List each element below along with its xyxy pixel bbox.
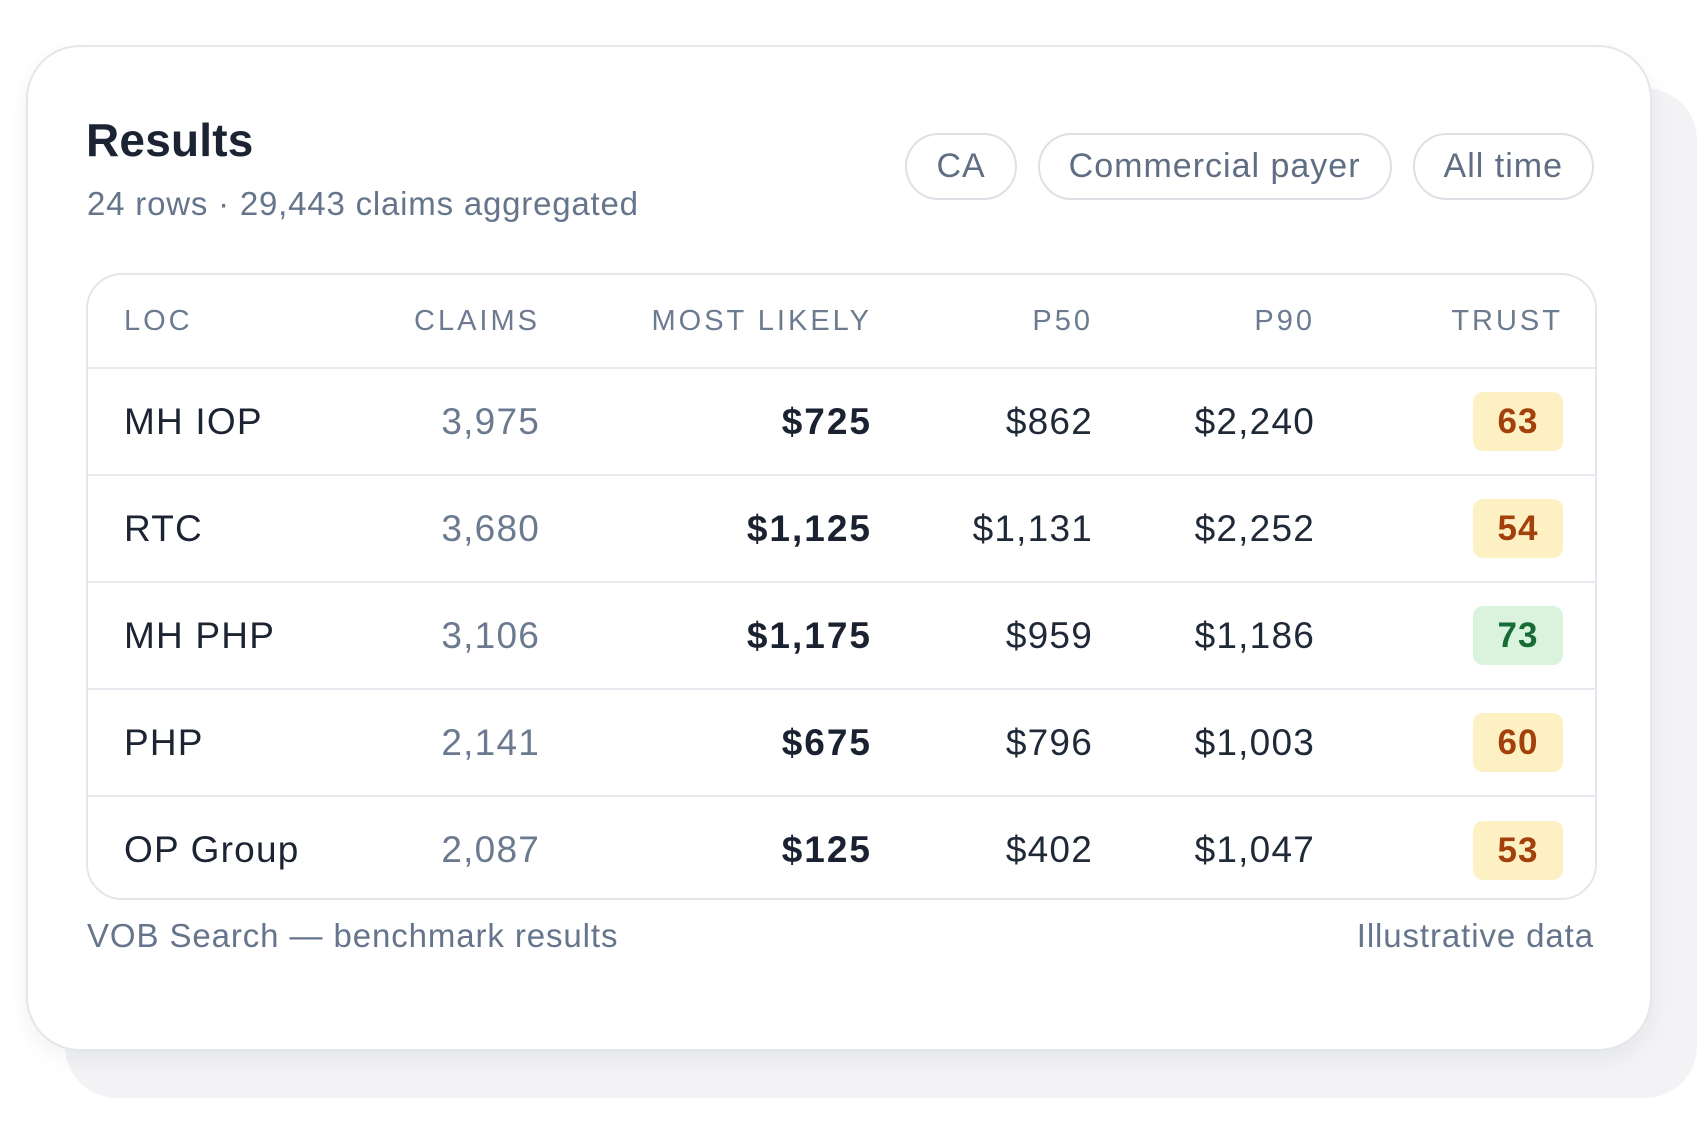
column-header-claims[interactable]: CLAIMS [388,275,577,369]
trust-score-badge: 73 [1473,606,1563,665]
results-title: Results [86,114,254,166]
results-card: Results 24 rows · 29,443 claims aggregat… [26,45,1652,1051]
row-claims: 3,106 [388,581,577,689]
row-p50: $402 [909,795,1130,898]
row-p50: $959 [909,581,1130,689]
filter-chip-payer[interactable]: Commercial payer [1037,133,1392,200]
row-claims: 3,975 [441,400,540,442]
table-row[interactable]: RTC 3,680 $1,125 $1,131 $2,252 54 [88,474,1595,582]
results-table-container: LOC CLAIMS MOST LIKELY P50 P90 TRUST MH … [86,273,1597,900]
column-header-p90[interactable]: P90 [1130,275,1352,369]
filter-chip-time-range[interactable]: All time [1412,133,1594,200]
row-p90: $1,003 [1130,688,1352,796]
trust-score-badge: 54 [1473,499,1563,558]
table-row[interactable]: MH IOP 3,975 $725 $862 $2,240 63 [88,368,1595,475]
trust-score-badge: 63 [1473,392,1563,451]
row-loc: MH PHP [88,581,388,689]
column-header-loc[interactable]: LOC [88,275,388,369]
row-most-likely: $675 [577,688,909,796]
row-p50: $862 [1005,400,1093,442]
row-most-likely: $1,175 [577,581,909,689]
filter-chips: CA Commercial payer All time [905,133,1594,200]
row-loc: OP Group [88,795,388,898]
column-header-p50[interactable]: P50 [909,275,1130,369]
row-trust: 73 [1352,581,1595,689]
trust-score-badge: 60 [1473,713,1563,772]
footer-note: Illustrative data [1356,917,1594,954]
column-header-trust[interactable]: TRUST [1352,275,1595,369]
row-p50: $796 [909,688,1130,796]
results-table: LOC CLAIMS MOST LIKELY P50 P90 TRUST MH … [88,275,1595,898]
row-trust: 54 [1352,474,1595,582]
row-p90: $1,186 [1130,581,1352,689]
row-claims: 2,141 [388,688,577,796]
row-p90: $2,252 [1130,474,1352,582]
row-most-likely: $725 [781,400,872,442]
row-trust: 63 [1352,368,1595,475]
row-most-likely: $1,125 [577,474,909,582]
table-header-row: LOC CLAIMS MOST LIKELY P50 P90 TRUST [88,275,1595,369]
table-row[interactable]: PHP 2,141 $675 $796 $1,003 60 [88,688,1595,796]
filter-chip-state[interactable]: CA [905,133,1017,200]
row-p90: $1,047 [1130,795,1352,898]
row-trust: 60 [1352,688,1595,796]
column-header-most-likely[interactable]: MOST LIKELY [577,275,909,369]
row-loc: PHP [88,688,388,796]
table-row[interactable]: MH PHP 3,106 $1,175 $959 $1,186 73 [88,581,1595,689]
row-p50: $1,131 [909,474,1130,582]
table-row[interactable]: OP Group 2,087 $125 $402 $1,047 53 [88,795,1595,898]
row-trust: 53 [1352,795,1595,898]
row-loc: RTC [88,474,388,582]
results-summary: 24 rows · 29,443 claims aggregated [87,185,639,222]
trust-score-badge: 53 [1473,820,1563,880]
row-most-likely: $125 [577,795,909,898]
footer-caption: VOB Search — benchmark results [87,917,619,954]
row-p90: $2,240 [1194,400,1315,442]
row-loc: MH IOP [124,400,263,442]
row-claims: 2,087 [388,795,577,898]
row-claims: 3,680 [388,474,577,582]
